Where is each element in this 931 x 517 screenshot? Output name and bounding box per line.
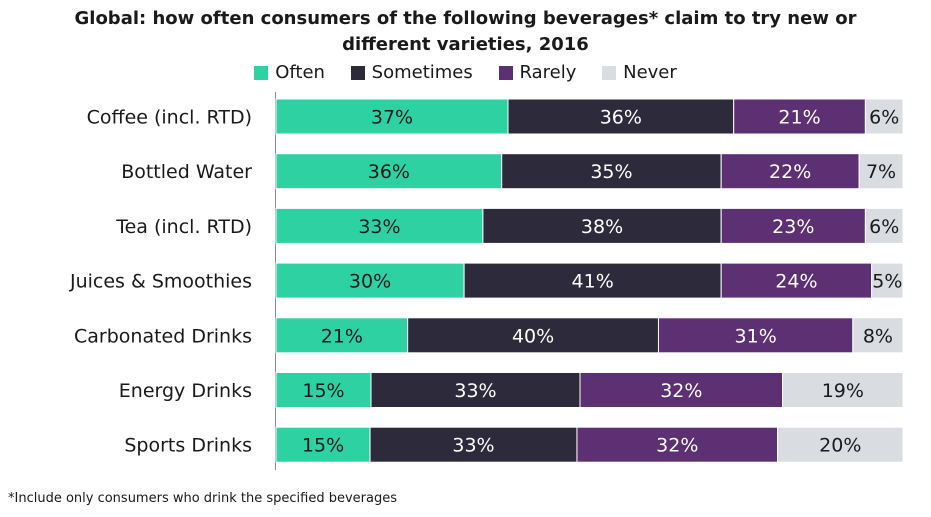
data-label-never-coffee-incl-rtd: 6% [869, 107, 899, 129]
bar-rarely-bottled-water [720, 153, 860, 190]
bar-often-juices-smoothies [275, 262, 465, 299]
bar-sometimes-bottled-water [501, 153, 722, 190]
chart-title: Global: how often consumers of the follo… [0, 6, 931, 58]
data-label-rarely-energy-drinks: 32% [660, 380, 702, 402]
chart-title-line-1: Global: how often consumers of the follo… [74, 8, 857, 29]
bar-never-juices-smoothies [871, 262, 904, 299]
category-label-sports-drinks: Sports Drinks [124, 435, 252, 457]
bar-rarely-carbonated-drinks [657, 317, 854, 354]
bar-often-bottled-water [275, 153, 503, 190]
legend-item-rarely: Rarely [498, 62, 577, 84]
bar-rarely-juices-smoothies [720, 262, 873, 299]
data-label-sometimes-bottled-water: 35% [590, 161, 632, 183]
data-label-often-coffee-incl-rtd: 37% [371, 107, 413, 129]
category-label-carbonated-drinks: Carbonated Drinks [74, 325, 252, 347]
data-label-often-energy-drinks: 15% [302, 380, 344, 402]
legend-label-sometimes: Sometimes [371, 62, 473, 83]
data-label-never-juices-smoothies: 5% [872, 271, 902, 293]
legend-item-sometimes: Sometimes [350, 62, 473, 84]
category-label-coffee-incl-rtd: Coffee (incl. RTD) [87, 107, 252, 129]
data-label-rarely-sports-drinks: 32% [656, 435, 698, 457]
bar-never-sports-drinks [777, 426, 904, 463]
category-label-tea-incl-rtd: Tea (incl. RTD) [115, 216, 252, 238]
data-label-never-sports-drinks: 20% [819, 435, 861, 457]
data-label-sometimes-juices-smoothies: 41% [572, 271, 614, 293]
legend-label-never: Never [623, 62, 677, 83]
bar-often-sports-drinks [275, 426, 371, 463]
bar-sometimes-coffee-incl-rtd [507, 98, 735, 135]
bar-never-bottled-water [858, 153, 904, 190]
data-label-rarely-coffee-incl-rtd: 21% [778, 107, 820, 129]
category-label-juices-smoothies: Juices & Smoothies [69, 271, 252, 293]
data-label-sometimes-sports-drinks: 33% [452, 435, 494, 457]
data-label-never-tea-incl-rtd: 6% [869, 216, 899, 238]
data-label-sometimes-tea-incl-rtd: 38% [581, 216, 623, 238]
data-label-often-sports-drinks: 15% [302, 435, 344, 457]
legend-swatch-never [602, 66, 617, 80]
data-label-rarely-carbonated-drinks: 31% [735, 325, 777, 347]
bar-never-energy-drinks [782, 372, 904, 408]
bar-sometimes-sports-drinks [369, 426, 578, 463]
data-label-sometimes-coffee-incl-rtd: 36% [600, 107, 642, 129]
legend-swatch-often [254, 66, 269, 80]
data-label-never-carbonated-drinks: 8% [863, 325, 893, 347]
category-label-energy-drinks: Energy Drinks [119, 380, 252, 402]
data-label-rarely-tea-incl-rtd: 23% [772, 216, 814, 238]
legend-swatch-rarely [498, 66, 513, 80]
legend-item-never: Never [602, 62, 677, 84]
data-label-often-tea-incl-rtd: 33% [358, 216, 400, 238]
data-label-often-juices-smoothies: 30% [349, 271, 391, 293]
data-label-sometimes-carbonated-drinks: 40% [512, 325, 554, 347]
footnote: *Include only consumers who drink the sp… [8, 491, 398, 506]
data-label-rarely-juices-smoothies: 24% [775, 271, 817, 293]
chart-legend: Often Sometimes Rarely Never [0, 62, 931, 86]
category-label-bottled-water: Bottled Water [121, 161, 252, 183]
bar-sometimes-energy-drinks [370, 372, 581, 408]
bar-rarely-coffee-incl-rtd [733, 98, 866, 135]
data-label-often-bottled-water: 36% [368, 161, 410, 183]
bar-never-coffee-incl-rtd [864, 98, 904, 135]
data-label-often-carbonated-drinks: 21% [321, 325, 363, 347]
bar-often-tea-incl-rtd [275, 207, 484, 244]
bar-often-coffee-incl-rtd [275, 98, 509, 135]
data-label-sometimes-energy-drinks: 33% [454, 380, 496, 402]
legend-label-rarely: Rarely [519, 62, 577, 83]
bar-often-carbonated-drinks [275, 317, 409, 354]
legend-item-often: Often [254, 62, 325, 84]
bar-never-tea-incl-rtd [864, 207, 904, 244]
legend-label-often: Often [275, 62, 325, 83]
bar-rarely-energy-drinks [579, 372, 784, 408]
data-label-never-energy-drinks: 19% [822, 380, 864, 402]
data-label-rarely-bottled-water: 22% [769, 161, 811, 183]
bar-sometimes-juices-smoothies [463, 262, 722, 299]
chart-title-line-2: different varieties, 2016 [342, 34, 589, 55]
bar-never-carbonated-drinks [852, 317, 904, 354]
data-label-never-bottled-water: 7% [866, 161, 896, 183]
legend-swatch-sometimes [350, 66, 365, 80]
bar-often-energy-drinks [275, 372, 372, 408]
bar-rarely-tea-incl-rtd [720, 207, 866, 244]
